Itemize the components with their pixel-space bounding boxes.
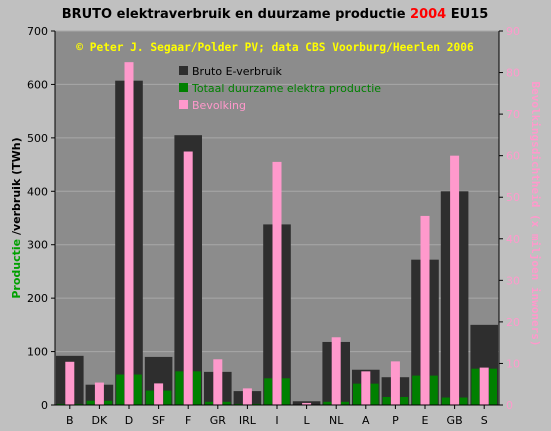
bar-duurzaam [234, 403, 243, 405]
y2-tick-label: 70 [506, 108, 520, 121]
y-tick-label: 0 [41, 399, 48, 412]
bar-duurzaam [222, 401, 231, 405]
bar-bevolking [450, 155, 460, 405]
bar-duurzaam [441, 397, 450, 405]
left-axis-ticks: 0 100 200 300 400 500 600 700 [27, 25, 55, 412]
bar-duurzaam [341, 401, 349, 405]
bars [56, 62, 498, 406]
bar-duurzaam [459, 397, 468, 405]
y-axis-label-usage: /verbruik (TWh) [10, 137, 23, 238]
chart-title: BRUTO elektraverbruik en duurzame produc… [62, 7, 489, 22]
bar-bevolking [390, 361, 400, 405]
x-tick-label: F [185, 414, 191, 427]
bar-bevolking [331, 337, 341, 405]
y2-tick-label: 40 [506, 233, 520, 246]
x-tick-label: P [392, 414, 399, 427]
bar-duurzaam [86, 400, 95, 405]
y-tick-label: 500 [27, 132, 48, 145]
chart-title-year: 2004 [410, 7, 446, 22]
bar-bevolking [183, 151, 193, 405]
bar-duurzaam [175, 371, 184, 405]
bar-bevolking [94, 382, 104, 405]
bar-bevolking [124, 62, 134, 406]
bar-bevolking [242, 388, 252, 405]
bar-bevolking [361, 371, 371, 405]
bar-duurzaam [252, 403, 261, 405]
y2-tick-label: 30 [506, 274, 520, 287]
bar-duurzaam [264, 378, 273, 405]
y-tick-label: 700 [27, 25, 48, 38]
x-tick-label: S [481, 414, 488, 427]
bar-duurzaam [133, 374, 142, 405]
y-tick-label: 100 [27, 346, 48, 359]
x-tick-label: I [275, 414, 278, 427]
y-tick-label: 400 [27, 185, 48, 198]
y2-tick-label: 10 [506, 357, 520, 370]
x-axis-ticks: B DK D SF F GR IRL I L NL A P E GB S [66, 405, 488, 427]
x-tick-label: E [422, 414, 429, 427]
bar-bevolking [213, 359, 223, 405]
y2-tick-label: 50 [506, 191, 520, 204]
bar-duurzaam [104, 400, 113, 405]
x-tick-label: L [304, 414, 311, 427]
y2-tick-label: 0 [506, 399, 513, 412]
bar-duurzaam [205, 401, 213, 405]
bar-duurzaam [145, 390, 154, 405]
bar-duurzaam [471, 368, 480, 405]
x-tick-label: D [125, 414, 133, 427]
x-tick-label: A [362, 414, 370, 427]
x-tick-label: DK [92, 414, 108, 427]
bar-duurzaam [429, 375, 438, 405]
bar-duurzaam [412, 375, 421, 405]
bar-duurzaam [74, 403, 83, 405]
x-tick-label: B [66, 414, 74, 427]
y2-tick-label: 20 [506, 316, 520, 329]
bar-bevolking [479, 367, 489, 405]
legend-label: Bevolking [192, 99, 246, 112]
y-axis-label: Productie /verbruik (TWh) [10, 137, 23, 298]
x-tick-label: IRL [239, 414, 257, 427]
legend-swatch [179, 66, 188, 75]
bar-bevolking [302, 402, 312, 405]
bar-duurzaam [116, 374, 125, 405]
bar-duurzaam [489, 368, 497, 405]
bar-bevolking [65, 361, 75, 405]
bar-duurzaam [281, 378, 290, 405]
legend-swatch [179, 83, 188, 92]
bar-duurzaam [370, 383, 379, 405]
bar-bevolking [272, 161, 282, 405]
chart-subtitle: © Peter J. Segaar/Polder PV; data CBS Vo… [76, 41, 474, 54]
right-axis-ticks: 0 10 20 30 40 50 60 70 80 90 [499, 25, 520, 412]
bar-bevolking [420, 215, 430, 405]
y2-tick-label: 60 [506, 150, 520, 163]
y-tick-label: 300 [27, 239, 48, 252]
bar-duurzaam [163, 390, 172, 405]
bar-duurzaam [193, 371, 201, 405]
x-tick-label: GB [447, 414, 463, 427]
legend-label: Totaal duurzame elektra productie [191, 82, 381, 95]
y-axis-label-production: Productie [10, 239, 23, 299]
x-tick-label: SF [152, 414, 165, 427]
legend: Bruto E-verbruik Totaal duurzame elektra … [179, 65, 381, 112]
bar-duurzaam [400, 396, 409, 405]
y2-axis-label: Bevolkingsdichtheid (x miljoen inwoners) [529, 82, 542, 347]
bar-duurzaam [57, 403, 65, 405]
y2-tick-label: 90 [506, 25, 520, 38]
x-tick-label: GR [210, 414, 227, 427]
legend-swatch [179, 100, 188, 109]
legend-label: Bruto E-verbruik [192, 65, 283, 78]
y-tick-label: 600 [27, 78, 48, 91]
bar-bevolking [154, 383, 164, 405]
y-tick-label: 200 [27, 292, 48, 305]
y2-tick-label: 80 [506, 67, 520, 80]
bar-duurzaam [353, 383, 361, 405]
x-tick-label: NL [329, 414, 344, 427]
bar-duurzaam [323, 401, 332, 405]
bar-duurzaam [382, 396, 391, 405]
